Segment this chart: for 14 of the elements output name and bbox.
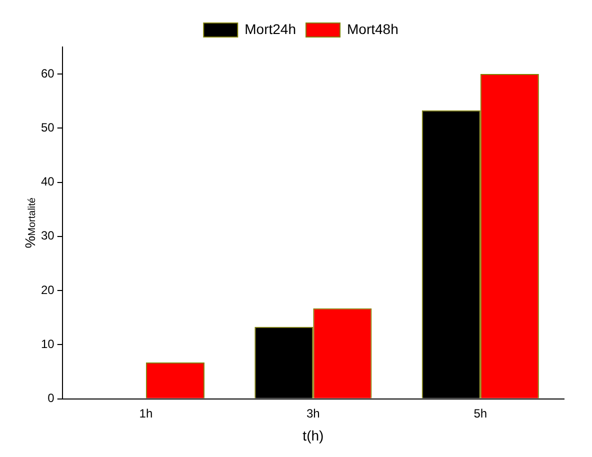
x-tick-label: 3h	[306, 406, 320, 420]
y-tick-label: 30	[40, 228, 55, 243]
y-tick-label: 20	[40, 282, 55, 297]
legend-label: Mort24h	[244, 20, 296, 37]
y-tick-label: 50	[40, 120, 55, 134]
y-tick-label: 10	[40, 336, 55, 351]
x-tick-label: 1h	[139, 406, 153, 420]
x-axis-title: t(h)	[302, 427, 324, 444]
y-tick-label: 40	[40, 174, 55, 189]
x-tick-label: 5h	[474, 406, 488, 420]
y-tick-label: 0	[48, 391, 55, 406]
y-axis-title: %Mortalité	[22, 197, 38, 248]
legend-label: Mort48h	[347, 20, 398, 37]
y-tick-label: 60	[40, 66, 55, 80]
